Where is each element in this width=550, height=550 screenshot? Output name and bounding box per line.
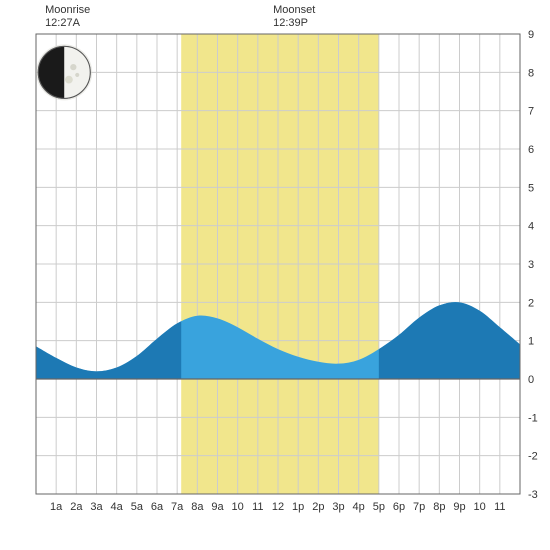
x-tick-label: 2p: [312, 501, 324, 513]
x-tick-label: 5p: [373, 501, 385, 513]
y-tick-label: 2: [528, 297, 534, 309]
y-tick-label: 5: [528, 182, 534, 194]
y-tick-label: 8: [528, 67, 534, 79]
moonset-label: Moonset: [273, 4, 315, 17]
y-tick-label: -2: [528, 451, 538, 463]
y-tick-label: -3: [528, 489, 538, 501]
tide-chart: Moonrise 12:27A Moonset 12:39P -3-2-1012…: [0, 0, 550, 550]
moonrise-value: 12:27A: [45, 17, 90, 30]
x-tick-label: 3p: [332, 501, 344, 513]
x-tick-label: 6a: [151, 501, 164, 513]
y-tick-label: 3: [528, 259, 534, 271]
y-tick-label: 0: [528, 374, 534, 386]
x-tick-label: 12: [272, 501, 284, 513]
moon-phase-icon: [36, 44, 92, 100]
x-tick-label: 9a: [211, 501, 224, 513]
x-tick-label: 8a: [191, 501, 204, 513]
moonset-value: 12:39P: [273, 17, 315, 30]
y-tick-label: 4: [528, 221, 534, 233]
x-tick-label: 7p: [413, 501, 425, 513]
y-tick-label: 7: [528, 106, 534, 118]
y-tick-label: 6: [528, 144, 534, 156]
x-tick-label: 2a: [70, 501, 83, 513]
annotation-moonrise: Moonrise 12:27A: [45, 4, 90, 30]
x-tick-label: 11: [494, 501, 505, 513]
y-tick-label: 1: [528, 336, 534, 348]
x-tick-label: 5a: [131, 501, 144, 513]
x-tick-label: 1p: [292, 501, 304, 513]
x-tick-label: 1a: [50, 501, 63, 513]
chart-svg: -3-2-101234567891a2a3a4a5a6a7a8a9a101112…: [0, 0, 550, 550]
moonrise-label: Moonrise: [45, 4, 90, 17]
y-tick-label: 9: [528, 29, 534, 41]
x-tick-label: 10: [474, 501, 486, 513]
x-tick-label: 11: [252, 501, 263, 513]
x-tick-label: 6p: [393, 501, 405, 513]
x-tick-label: 7a: [171, 501, 184, 513]
x-tick-label: 8p: [433, 501, 445, 513]
x-tick-label: 4a: [111, 501, 124, 513]
x-tick-label: 3a: [90, 501, 103, 513]
annotation-moonset: Moonset 12:39P: [273, 4, 315, 30]
x-tick-label: 4p: [353, 501, 365, 513]
x-tick-label: 9p: [453, 501, 465, 513]
x-tick-label: 10: [232, 501, 244, 513]
y-tick-label: -1: [528, 412, 538, 424]
